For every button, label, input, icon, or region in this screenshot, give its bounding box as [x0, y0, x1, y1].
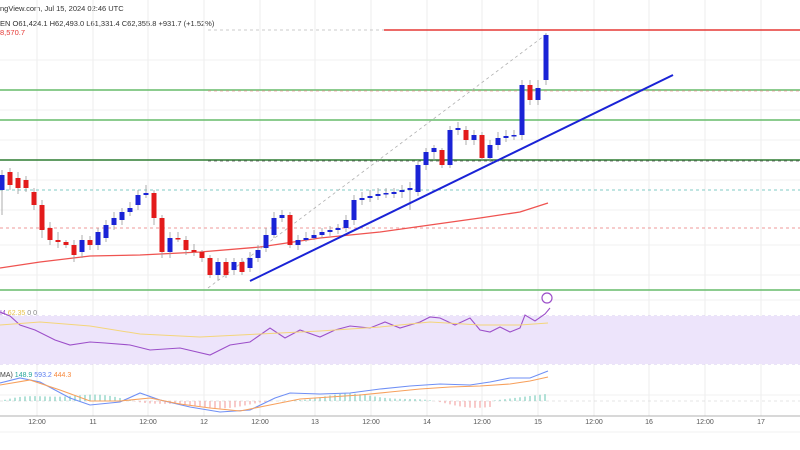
x-tick-label: 11: [89, 419, 97, 426]
horizontal-levels: [0, 29, 800, 291]
secondary-value: 8,570.7: [0, 28, 26, 37]
x-tick-label: 13: [311, 419, 319, 426]
measure-line: [207, 32, 549, 289]
macd-line: [0, 370, 549, 413]
trendline: [249, 74, 674, 282]
macd-label: MA) 148.9 593.2 444.3: [0, 372, 72, 379]
x-tick-label: 12:00: [28, 419, 46, 426]
chart-source-line: ngView.com, Jul 15, 2024 02:46 UTC: [0, 4, 124, 13]
candlesticks: [0, 33, 549, 280]
rsi-band: [0, 316, 800, 364]
alert-icon: [541, 292, 553, 304]
x-tick-label: 17: [757, 419, 765, 426]
x-tick-label: 12: [200, 419, 208, 426]
x-tick-label: 12:00: [473, 419, 491, 426]
x-tick-label: 12:00: [585, 419, 603, 426]
rsi-ma-line: [0, 321, 549, 338]
x-tick-label: 12:00: [696, 419, 714, 426]
rsi-label: I4 62.35 0 0: [0, 310, 38, 317]
x-tick-label: 15: [534, 419, 542, 426]
signal-line: [0, 376, 549, 412]
x-tick-label: 12:00: [251, 419, 269, 426]
x-tick-label: 14: [423, 419, 431, 426]
x-tick-label: 12:00: [362, 419, 380, 426]
x-tick-label: 12:00: [139, 419, 157, 426]
x-tick-label: 16: [645, 419, 653, 426]
ohlc-readout: EN O61,424.1 H62,493.0 L61,331.4 C62,355…: [0, 19, 215, 28]
